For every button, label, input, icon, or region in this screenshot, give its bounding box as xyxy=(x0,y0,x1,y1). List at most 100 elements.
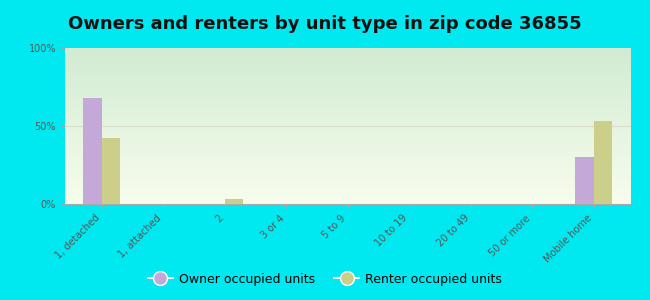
Bar xyxy=(65,84,630,85)
Bar xyxy=(65,60,630,61)
Bar xyxy=(65,183,630,184)
Bar xyxy=(65,83,630,84)
Bar xyxy=(65,57,630,58)
Bar xyxy=(65,101,630,102)
Bar xyxy=(65,87,630,88)
Bar xyxy=(65,119,630,120)
Bar xyxy=(65,199,630,200)
Bar xyxy=(65,178,630,179)
Bar xyxy=(65,154,630,155)
Bar xyxy=(65,128,630,129)
Bar xyxy=(65,137,630,138)
Bar xyxy=(65,193,630,194)
Bar xyxy=(65,53,630,54)
Bar xyxy=(65,159,630,160)
Bar xyxy=(65,77,630,78)
Bar xyxy=(65,88,630,89)
Bar xyxy=(65,75,630,76)
Bar xyxy=(65,126,630,127)
Bar xyxy=(65,76,630,77)
Bar xyxy=(65,147,630,148)
Bar xyxy=(65,130,630,131)
Bar xyxy=(65,50,630,51)
Bar xyxy=(65,177,630,178)
Bar xyxy=(65,85,630,86)
Bar xyxy=(65,113,630,114)
Bar xyxy=(65,85,630,86)
Bar xyxy=(593,121,612,204)
Bar xyxy=(65,89,630,90)
Bar xyxy=(65,66,630,67)
Bar xyxy=(65,175,630,176)
Bar xyxy=(65,134,630,135)
Bar xyxy=(65,67,630,68)
Bar xyxy=(65,105,630,106)
Bar xyxy=(65,125,630,126)
Bar xyxy=(65,110,630,111)
Bar xyxy=(65,112,630,113)
Bar xyxy=(65,81,630,82)
Bar xyxy=(65,149,630,150)
Bar xyxy=(65,135,630,136)
Bar xyxy=(65,99,630,100)
Bar xyxy=(65,68,630,69)
Bar xyxy=(65,181,630,182)
Bar xyxy=(65,197,630,198)
Bar xyxy=(65,48,630,49)
Bar xyxy=(65,103,630,104)
Bar xyxy=(65,179,630,180)
Bar xyxy=(65,145,630,146)
Bar xyxy=(65,95,630,96)
Bar xyxy=(65,142,630,143)
Bar xyxy=(65,69,630,70)
Bar xyxy=(65,90,630,91)
Bar xyxy=(65,139,630,140)
Legend: Owner occupied units, Renter occupied units: Owner occupied units, Renter occupied un… xyxy=(143,268,507,291)
Bar xyxy=(65,168,630,169)
Bar xyxy=(225,199,243,204)
Bar xyxy=(65,55,630,56)
Bar xyxy=(65,203,630,204)
Bar xyxy=(65,116,630,117)
Bar xyxy=(65,187,630,188)
Bar xyxy=(65,107,630,108)
Bar xyxy=(65,61,630,62)
Bar xyxy=(65,72,630,73)
Bar xyxy=(65,123,630,124)
Bar xyxy=(65,56,630,57)
Bar xyxy=(65,194,630,195)
Bar xyxy=(65,73,630,74)
Bar xyxy=(65,93,630,94)
Bar xyxy=(65,91,630,92)
Bar xyxy=(65,120,630,121)
Bar xyxy=(65,100,630,101)
Bar xyxy=(65,196,630,197)
Bar xyxy=(65,82,630,83)
Bar xyxy=(65,86,630,87)
Bar xyxy=(65,180,630,181)
Bar xyxy=(65,202,630,203)
Bar xyxy=(65,176,630,177)
Bar xyxy=(65,118,630,119)
Bar xyxy=(65,121,630,122)
Bar xyxy=(65,190,630,191)
Bar xyxy=(65,200,630,201)
Bar xyxy=(65,64,630,65)
Bar xyxy=(65,143,630,144)
Bar xyxy=(65,92,630,93)
Bar xyxy=(65,114,630,115)
Bar xyxy=(65,156,630,157)
Bar xyxy=(65,138,630,139)
Bar xyxy=(65,97,630,98)
Bar xyxy=(65,191,630,192)
Bar xyxy=(65,54,630,55)
Bar xyxy=(65,158,630,159)
Bar xyxy=(65,184,630,185)
Bar xyxy=(65,129,630,130)
Bar xyxy=(65,173,630,174)
Bar xyxy=(65,171,630,172)
Bar xyxy=(65,189,630,190)
Bar xyxy=(65,133,630,134)
Bar xyxy=(65,161,630,162)
Bar xyxy=(65,188,630,189)
